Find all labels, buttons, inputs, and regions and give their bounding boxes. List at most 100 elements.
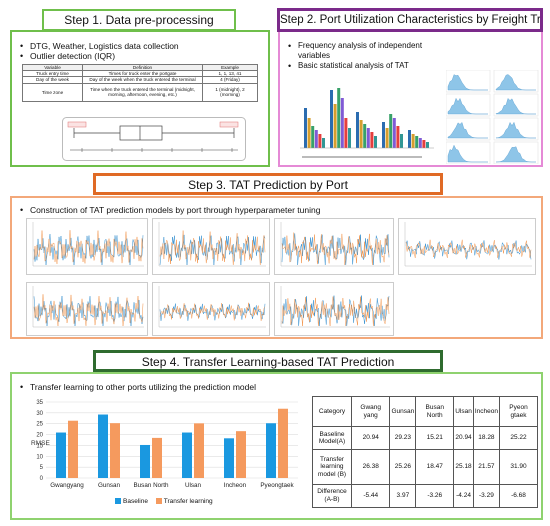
table-cell: 18.28 — [472, 425, 501, 451]
prediction-plot-thumbnail — [152, 218, 270, 275]
table-row: Time zone Time when the truck entered th… — [22, 82, 258, 102]
variable-definition-table: Variable Definition Example Truck entry … — [22, 63, 258, 102]
step2-bullet: Frequency analysis of independent variab… — [286, 41, 451, 61]
bar-transfer — [152, 437, 162, 478]
bar-baseline — [98, 414, 108, 478]
tat-distribution-thumbnails — [446, 70, 539, 164]
table-cell: 3.97 — [389, 483, 417, 509]
bar-baseline — [182, 432, 192, 478]
table-row: Category Gwang yang Gunsan Busan North U… — [312, 396, 538, 427]
legend-swatch-transfer — [155, 498, 162, 505]
y-tick-label: 20 — [36, 433, 43, 439]
table-row: Difference (A-B) -5.44 3.97 -3.26 -4.24 … — [312, 483, 538, 509]
bar-baseline — [266, 423, 276, 478]
bar-transfer — [236, 431, 246, 478]
step3-bullet: Construction of TAT prediction models by… — [18, 205, 538, 215]
legend-label-baseline: Baseline — [123, 498, 148, 505]
step2-bullets: Frequency analysis of independent variab… — [286, 41, 451, 71]
table-header: Ulsan — [453, 396, 474, 427]
table-cell: -5.44 — [350, 483, 391, 509]
bar-baseline — [56, 432, 66, 478]
step1-bullet: Outlier detection (IQR) — [18, 51, 268, 61]
step3-bullets: Construction of TAT prediction models by… — [18, 205, 538, 215]
table-cell: 21.57 — [472, 449, 501, 485]
bar-baseline — [140, 444, 150, 478]
step2-bullet: Basic statistical analysis of TAT — [286, 61, 451, 71]
step2-title: Step 2. Port Utilization Characteristics… — [277, 8, 543, 32]
table-cell: 1, 1, 13, 41 — [202, 70, 258, 78]
bar-transfer — [68, 420, 78, 478]
table-row: Baseline Model(A) 20.94 29.23 15.21 20.9… — [312, 425, 538, 451]
step1-bullet: DTG, Weather, Logistics data collection — [18, 41, 268, 51]
y-tick-label: 0 — [40, 476, 44, 482]
table-cell: 18.47 — [415, 449, 455, 485]
bar-transfer — [278, 408, 288, 478]
table-cell: 20.94 — [350, 425, 391, 451]
x-tick-label: Busan North — [133, 482, 168, 489]
table-row: Truck entry time Times for truck enter t… — [22, 70, 258, 78]
x-tick-label: Gwangyang — [50, 482, 84, 489]
table-cell: 25.18 — [453, 449, 474, 485]
x-tick-label: Gunsan — [98, 482, 121, 489]
table-cell: 4 (Friday) — [202, 76, 258, 84]
prediction-plot-thumbnail — [26, 282, 148, 336]
table-cell: 15.21 — [415, 425, 455, 451]
table-cell: -4.24 — [453, 483, 474, 509]
legend-swatch-baseline — [115, 498, 121, 505]
table-header: Gunsan — [389, 396, 417, 427]
prediction-plot-thumbnail — [152, 282, 270, 336]
table-header: Incheon — [472, 396, 501, 427]
prediction-plot-thumbnail — [274, 282, 394, 336]
table-cell: 1 (midnight), 2 (morning) — [202, 82, 258, 102]
step1-bullets: DTG, Weather, Logistics data collection … — [18, 41, 268, 61]
x-tick-label: Ulsan — [185, 482, 202, 489]
y-tick-label: 15 — [36, 443, 43, 449]
table-cell: 25.22 — [499, 425, 538, 451]
step4-bullet: Transfer learning to other ports utilizi… — [18, 382, 538, 392]
table-cell: Time zone — [22, 82, 83, 102]
table-header: Example — [202, 63, 258, 72]
iqr-boxplot-diagram — [62, 117, 246, 161]
table-cell: 31.90 — [499, 449, 538, 485]
step1-title: Step 1. Data pre-processing — [42, 9, 236, 31]
y-axis-label: RMSE — [31, 440, 50, 447]
table-cell: 20.94 — [453, 425, 474, 451]
table-header: Gwang yang — [350, 396, 391, 427]
y-tick-label: 5 — [40, 465, 44, 471]
table-cell: 29.23 — [389, 425, 417, 451]
step4-title: Step 4. Transfer Learning-based TAT Pred… — [93, 350, 443, 372]
prediction-plot-thumbnail — [274, 218, 394, 275]
table-cell: -3.29 — [472, 483, 501, 509]
chart-legend: Baseline Transfer learning — [115, 498, 235, 505]
legend-label-transfer: Transfer learning — [163, 498, 213, 505]
rmse-bar-chart: RMSE 0 5 10 15 20 25 30 35 Gwangyang Gunsan Busan… — [31, 400, 298, 489]
table-cell: 25.26 — [389, 449, 417, 485]
prediction-plot-thumbnail — [398, 218, 536, 275]
prediction-plot-thumbnail — [26, 218, 148, 275]
bar-transfer — [194, 423, 204, 478]
table-header: Category — [312, 396, 352, 427]
y-tick-label: 25 — [36, 422, 43, 428]
table-row: Day of the week Day of the week when the… — [22, 76, 258, 84]
step3-title: Step 3. TAT Prediction by Port — [93, 173, 443, 195]
table-cell: Difference (A-B) — [312, 483, 352, 509]
table-cell: Day of the week when the truck entered t… — [82, 76, 203, 84]
results-table: Category Gwang yang Gunsan Busan North U… — [312, 396, 538, 509]
table-cell: Baseline Model(A) — [312, 425, 352, 451]
table-cell: -3.26 — [415, 483, 455, 509]
frequency-bar-chart-thumbnail — [288, 78, 438, 162]
x-tick-label: Incheon — [224, 482, 247, 489]
table-cell: 26.38 — [350, 449, 391, 485]
table-row: Transfer learning model (B) 26.38 25.26 … — [312, 449, 538, 485]
bar-baseline — [224, 438, 234, 478]
y-tick-label: 30 — [36, 411, 43, 417]
y-tick-label: 35 — [36, 400, 43, 406]
table-cell: Time when the truck entered the terminal… — [82, 82, 203, 102]
bar-transfer — [110, 423, 120, 478]
table-cell: Transfer learning model (B) — [312, 449, 352, 485]
step4-bullets: Transfer learning to other ports utilizi… — [18, 382, 538, 392]
x-tick-label: Pyeongtaek — [260, 482, 294, 489]
y-tick-label: 10 — [36, 454, 43, 460]
table-header: Pyeon gtaek — [499, 396, 538, 427]
table-header: Busan North — [415, 396, 455, 427]
